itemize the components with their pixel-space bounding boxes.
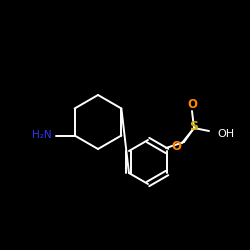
- Text: O: O: [187, 98, 197, 112]
- Text: H₂N: H₂N: [32, 130, 52, 140]
- Text: S: S: [190, 120, 198, 134]
- Text: OH: OH: [217, 129, 234, 139]
- Text: O: O: [171, 140, 181, 152]
